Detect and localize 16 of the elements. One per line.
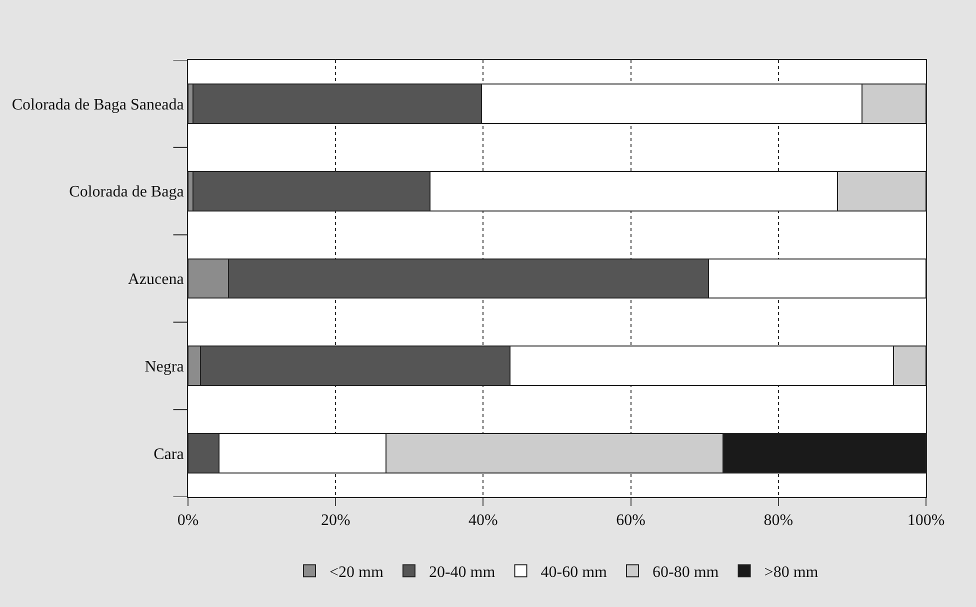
legend-label: <20 mm bbox=[330, 564, 384, 581]
legend-label: 40-60 mm bbox=[540, 564, 608, 581]
x-tick-label: 20% bbox=[320, 512, 350, 530]
legend-label: 20-40 mm bbox=[428, 564, 496, 581]
y-tick-label: Cara bbox=[154, 446, 184, 463]
legend-label: 60-80 mm bbox=[652, 564, 720, 581]
y-tick-label: Negra bbox=[144, 358, 184, 376]
x-tick-label: 0% bbox=[177, 512, 199, 530]
x-tick-label: 40% bbox=[468, 512, 498, 530]
x-tick-label: 60% bbox=[616, 512, 646, 530]
legend-label: >80 mm bbox=[764, 564, 819, 581]
y-tick-label: Colorada de Baga bbox=[69, 184, 184, 201]
y-tick-label: Colorada de Baga Saneada bbox=[12, 96, 184, 114]
y-tick-label: Azucena bbox=[128, 271, 184, 288]
x-tick-label: 100% bbox=[907, 512, 945, 530]
x-tick-label: 80% bbox=[764, 512, 794, 530]
